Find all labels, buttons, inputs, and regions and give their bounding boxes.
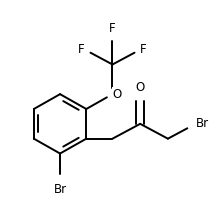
Text: Br: Br: [196, 117, 209, 130]
Text: F: F: [78, 43, 85, 56]
Text: Br: Br: [54, 183, 67, 196]
Text: F: F: [140, 43, 147, 56]
Text: O: O: [112, 88, 122, 101]
Text: O: O: [136, 81, 145, 94]
Text: F: F: [109, 22, 116, 35]
